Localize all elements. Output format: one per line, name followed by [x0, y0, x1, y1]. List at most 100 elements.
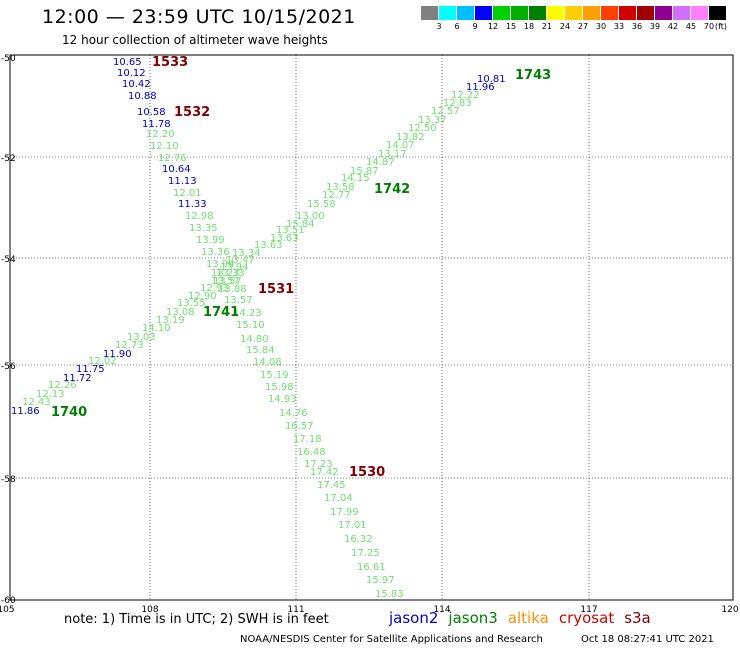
wave-height-value: 10.65: [113, 57, 142, 68]
color-scale-tick: 30: [595, 22, 607, 31]
wave-height-value: 11.86: [11, 406, 40, 417]
wave-height-value: 14.08: [253, 357, 282, 368]
wave-height-value: 13.57: [213, 276, 242, 287]
color-scale-tick: 27: [577, 22, 589, 31]
satellite-legend-item: s3a: [624, 609, 651, 627]
lon-tick-label: 108: [141, 605, 158, 615]
color-swatch: [439, 6, 456, 20]
color-swatch: [691, 6, 708, 20]
wave-height-value: 14.10: [142, 323, 171, 334]
wave-height-value: 13.03: [127, 332, 156, 343]
color-scale-tick: 9: [472, 22, 478, 31]
credit-date: Oct 18 08:27:41 UTC 2021: [581, 634, 714, 645]
credit-text: NOAA/NESDIS Center for Satellite Applica…: [240, 634, 543, 645]
wave-height-value: 10.81: [477, 74, 506, 85]
wave-height-value: 17.01: [338, 520, 367, 531]
wave-height-value: 13.47: [226, 255, 255, 266]
wave-height-value: 12.76: [158, 153, 187, 164]
wave-height-value: 12.10: [150, 141, 179, 152]
wave-height-value: 13.34: [232, 248, 261, 259]
wave-height-value: 12.22: [451, 90, 480, 101]
wave-height-value: 14.80: [240, 334, 269, 345]
color-scale-tick: 21: [541, 22, 553, 31]
color-scale-tick: 70: [703, 22, 715, 31]
wave-height-value: 12.26: [48, 380, 77, 391]
satellite-legend-item: jason2: [389, 609, 439, 627]
color-scale-tick: 45: [685, 22, 697, 31]
pass-time-label: 1743: [515, 68, 551, 83]
wave-height-value: 11.33: [178, 199, 207, 210]
color-swatch: [565, 6, 582, 20]
wave-height-value: 13.57: [224, 295, 253, 306]
lat-tick-label: -60: [1, 596, 16, 606]
ascending-track: 11.8612.4312.1312.2611.7211.7512.0211.90…: [11, 74, 506, 417]
wave-height-value: 10.58: [137, 107, 166, 118]
page-title: 12:00 — 23:59 UTC 10/15/2021: [42, 6, 356, 28]
wave-height-value: 12.13: [36, 389, 65, 400]
wave-height-value: 12.98: [185, 211, 214, 222]
wave-height-value: 13.36: [201, 247, 230, 258]
wave-height-value: 12.20: [146, 129, 175, 140]
wave-height-value: 17.45: [317, 480, 346, 491]
pass-time-label: 1742: [374, 182, 410, 197]
color-swatch: [547, 6, 564, 20]
color-scale-unit: (ft): [714, 22, 728, 31]
color-swatch: [583, 6, 600, 20]
axis-ticks: 105 108 111 114 117 120 -50 -52 -54 -56 -58 -60: [0, 54, 739, 615]
lon-tick-label: 120: [721, 605, 738, 615]
wave-height-value: 14.15: [341, 173, 370, 184]
wave-height-value: 15.83: [375, 589, 404, 600]
pass-time-label: 1533: [152, 55, 188, 70]
wave-height-value: 13.19: [156, 315, 185, 326]
wave-height-value: 12.50: [408, 123, 437, 134]
pass-time-label: 1531: [258, 282, 294, 297]
wave-height-value: 16.32: [344, 534, 373, 545]
lon-tick-label: 105: [0, 605, 15, 615]
wave-height-value: 13.55: [177, 298, 206, 309]
wave-height-value: 17.42: [310, 467, 339, 478]
wave-height-value: 15.84: [286, 219, 315, 230]
wave-height-value: 17.04: [324, 493, 353, 504]
color-scale-tick: 36: [631, 22, 643, 31]
wave-height-value: 15.19: [260, 370, 289, 381]
wave-height-value: 13.23: [211, 268, 240, 279]
map-grid: [10, 55, 733, 600]
wave-height-value: 10.64: [162, 164, 191, 175]
lon-tick-label: 111: [287, 605, 304, 615]
color-scale-tick: 33: [613, 22, 625, 31]
lat-tick-label: -50: [1, 54, 16, 64]
wave-height-value: 14.07: [386, 140, 415, 151]
color-swatch: [619, 6, 636, 20]
wave-height-value: 13.63: [254, 240, 283, 251]
wave-height-value: 12.02: [88, 356, 117, 367]
pass-time-label: 1741: [203, 305, 239, 320]
wave-height-value: 14.93: [268, 394, 297, 405]
satellite-legend-item: jason3: [448, 609, 498, 627]
wave-height-value: 13.63: [270, 233, 299, 244]
wave-height-value: 13.88: [218, 284, 247, 295]
wave-height-value: 13.00: [296, 211, 325, 222]
wave-height-value: 13.58: [326, 182, 355, 193]
wave-height-value: 14.23: [233, 308, 262, 319]
color-scale-tick: 18: [523, 22, 535, 31]
wave-height-value: 15.87: [350, 166, 379, 177]
wave-height-value: 15.84: [246, 345, 275, 356]
wave-height-value: 12.83: [443, 98, 472, 109]
color-swatch: [511, 6, 528, 20]
wave-height-value: 14.87: [366, 157, 395, 168]
satellite-legend-item: cryosat: [558, 609, 615, 627]
wave-height-value: 11.90: [103, 349, 132, 360]
wave-height-value: 12.01: [173, 188, 202, 199]
color-scale-tick: 3: [436, 22, 442, 31]
wave-height-value: 13.94: [220, 262, 249, 273]
satellite-legend-item: altika: [507, 609, 549, 627]
pass-time-label: 1532: [174, 105, 210, 120]
color-swatch: [601, 6, 618, 20]
wave-height-value: 11.13: [168, 176, 197, 187]
wave-height-value: 10.88: [128, 91, 157, 102]
wave-height-value: 13.51: [276, 225, 305, 236]
color-scale-tick: 12: [487, 22, 499, 31]
page-subtitle: 12 hour collection of altimeter wave hei…: [62, 33, 328, 47]
wave-height-value: 10.12: [117, 68, 146, 79]
color-swatch: [655, 6, 672, 20]
